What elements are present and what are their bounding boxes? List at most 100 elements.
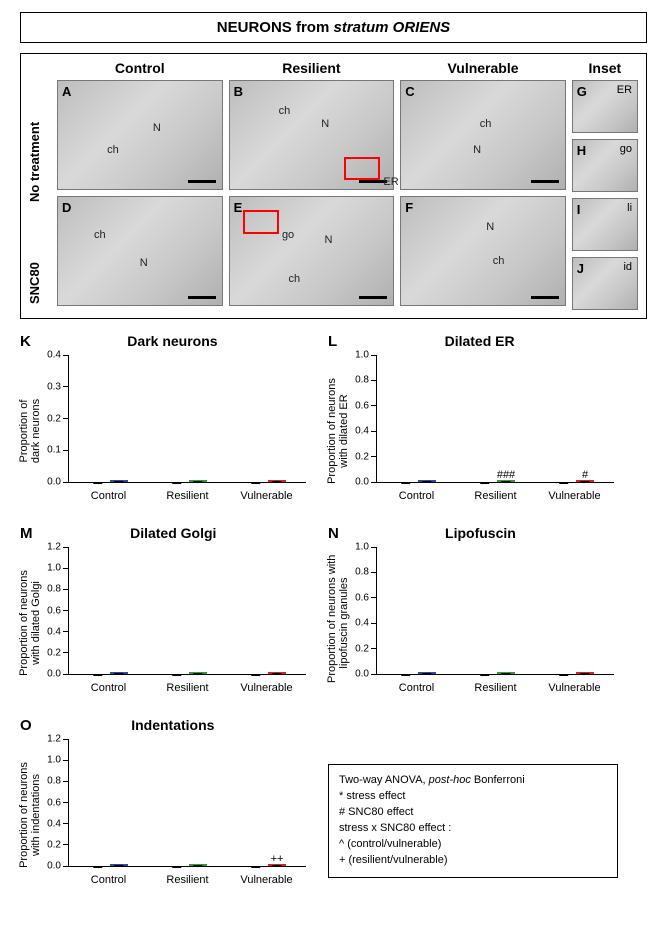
significance-marker: ++	[271, 853, 284, 865]
stats-legend: Two-way ANOVA, post-hoc Bonferroni* stre…	[328, 764, 618, 878]
x-axis-label: Vulnerable	[240, 874, 292, 886]
inset-label: ER	[617, 84, 632, 96]
annotation: N	[153, 122, 161, 134]
bar	[576, 672, 594, 674]
plot-area: 0.00.20.40.60.81.01.2ControlResilientVul…	[68, 547, 306, 675]
y-tick-label: 0.4	[35, 626, 61, 637]
chart-letter: O	[20, 717, 32, 734]
bar-group: Resilient	[168, 480, 207, 482]
x-axis-label: Resilient	[474, 490, 516, 502]
y-tick-label: 0.8	[35, 584, 61, 595]
bar	[497, 672, 515, 674]
x-axis-label: Resilient	[474, 682, 516, 694]
annotation: N	[321, 118, 329, 130]
micrograph-inset-J: Jid	[572, 257, 638, 310]
bar: ++	[268, 864, 286, 866]
micrograph-D: DchN	[57, 196, 223, 306]
chart-letter: N	[328, 525, 339, 542]
y-tick-label: 0.8	[343, 375, 369, 386]
title-italic: stratum ORIENS	[333, 19, 450, 36]
bar-group: Control	[397, 672, 436, 674]
micrograph-E: ENchgo	[229, 196, 395, 306]
bar: ###	[497, 480, 515, 482]
scale-bar	[188, 180, 216, 183]
annotation: N	[473, 144, 481, 156]
plot-area: 0.00.20.40.60.81.0ControlResilientVulner…	[376, 547, 614, 675]
micrograph-inset-H: Hgo	[572, 139, 638, 192]
chart-N: NLipofuscinProportion of neurons withlip…	[328, 525, 618, 703]
panel-letter: G	[577, 84, 587, 99]
bar-group: Control	[89, 672, 128, 674]
y-tick-label: 1.0	[343, 350, 369, 361]
significance-marker: #	[582, 469, 588, 481]
y-tick-label: 0.4	[35, 818, 61, 829]
figure-title: NEURONS from stratum ORIENS	[20, 12, 647, 43]
annotation: ch	[94, 229, 106, 241]
inset-label: li	[627, 202, 632, 214]
title-prefix: NEURONS from	[217, 19, 334, 36]
panel-letter: C	[405, 84, 414, 99]
bar-group: Vulnerable	[247, 480, 286, 482]
bar-group: #Vulnerable	[555, 480, 594, 482]
chart-title: Dark neurons	[35, 333, 310, 349]
annotation: ch	[279, 105, 291, 117]
x-axis-label: Resilient	[166, 490, 208, 502]
x-axis-label: Control	[399, 490, 434, 502]
row-label-snc80: SNC80	[27, 262, 42, 304]
x-axis-label: Vulnerable	[548, 490, 600, 502]
bar: #	[576, 480, 594, 482]
y-tick-label: 1.2	[35, 542, 61, 553]
annotation: N	[140, 257, 148, 269]
y-tick-label: 0.6	[343, 400, 369, 411]
bar	[418, 480, 436, 482]
micrograph-B: BchNER	[229, 80, 395, 190]
bar	[110, 672, 128, 674]
inset-label: go	[620, 143, 632, 155]
panel-letter: E	[234, 200, 243, 215]
x-axis-label: Resilient	[166, 682, 208, 694]
bar-group: ++Vulnerable	[247, 864, 286, 866]
bar	[189, 480, 207, 482]
row-label-no-treatment: No treatment	[27, 122, 42, 202]
x-axis-label: Control	[399, 682, 434, 694]
bar	[189, 672, 207, 674]
x-axis-label: Control	[91, 490, 126, 502]
scale-bar	[188, 296, 216, 299]
y-tick-label: 1.2	[35, 734, 61, 745]
y-tick-label: 0.8	[343, 567, 369, 578]
col-header-inset: Inset	[572, 60, 638, 76]
panel-letter: F	[405, 200, 413, 215]
y-tick-label: 0.0	[343, 669, 369, 680]
bar-group: Control	[397, 480, 436, 482]
bar-group: Vulnerable	[247, 672, 286, 674]
y-tick-label: 0.6	[35, 605, 61, 616]
chart-title: Dilated Golgi	[37, 525, 311, 541]
col-header-control: Control	[57, 60, 223, 76]
annotation: ch	[107, 144, 119, 156]
y-axis-label: Proportion of neuronswith indentations	[18, 755, 42, 875]
bar-group: Resilient	[476, 672, 515, 674]
chart-K: KDark neuronsProportion ofdark neurons0.…	[20, 333, 310, 511]
micrograph-F: FNch	[400, 196, 566, 306]
inset-highlight	[243, 210, 279, 234]
micrograph-inset-I: Ili	[572, 198, 638, 251]
bar-group: Resilient	[168, 864, 207, 866]
panel-letter: A	[62, 84, 71, 99]
scale-bar	[359, 296, 387, 299]
chart-title: Indentations	[36, 717, 310, 733]
y-axis-label: Proportion of neuronswith dilated Golgi	[18, 563, 42, 683]
bar-group: Vulnerable	[555, 672, 594, 674]
col-header-resilient: Resilient	[229, 60, 395, 76]
y-tick-label: 0.0	[35, 669, 61, 680]
plot-area: 0.00.20.40.60.81.01.2ControlResilient++V…	[68, 739, 306, 867]
scale-bar	[531, 296, 559, 299]
y-tick-label: 0.2	[35, 839, 61, 850]
panel-letter: B	[234, 84, 243, 99]
y-tick-label: 0.8	[35, 776, 61, 787]
y-tick-label: 0.4	[343, 426, 369, 437]
bar-charts-container: KDark neuronsProportion ofdark neurons0.…	[20, 333, 647, 895]
y-tick-label: 1.0	[35, 563, 61, 574]
y-tick-label: 0.6	[343, 592, 369, 603]
bar-group: Control	[89, 864, 128, 866]
x-axis-label: Vulnerable	[240, 490, 292, 502]
